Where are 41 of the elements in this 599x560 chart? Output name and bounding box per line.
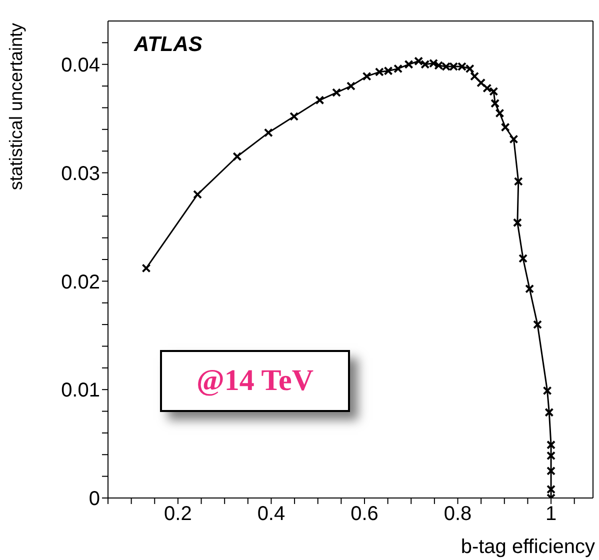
point (500, 122, 510, 132)
y-axis-title: statistical uncertainty (6, 23, 26, 190)
point (290, 112, 299, 121)
point (512, 218, 522, 228)
point (404, 60, 414, 69)
point (518, 254, 528, 263)
annotation: @14 TeV (160, 350, 350, 412)
y-tick-label: 0.01 (61, 380, 100, 402)
point (546, 451, 556, 460)
point (546, 440, 556, 450)
x-tick-label: 0.6 (350, 503, 378, 526)
point (332, 88, 342, 98)
point (509, 134, 518, 144)
point (490, 98, 500, 108)
point (525, 284, 534, 294)
point (346, 82, 356, 91)
y-tick-label: 0 (88, 488, 100, 510)
point (470, 72, 480, 81)
point (232, 152, 242, 162)
point (542, 386, 552, 396)
point (495, 108, 504, 118)
y-tick-label: 0.04 (61, 54, 100, 76)
point (193, 190, 202, 199)
point (362, 72, 372, 81)
point (476, 78, 486, 88)
point (544, 408, 554, 417)
x-tick-label: 0.8 (444, 503, 472, 526)
x-tick-label: 0.2 (164, 503, 192, 526)
x-tick-label: 0.4 (257, 503, 286, 526)
x-tick-label: 1 (545, 503, 557, 526)
x-axis-title: b-tag efficiency (460, 536, 595, 558)
point (533, 320, 542, 330)
y-tick-label: 0.03 (61, 162, 100, 185)
point (546, 484, 556, 494)
point (264, 128, 273, 138)
point (546, 466, 556, 476)
y-tick-label: 0.02 (61, 271, 100, 294)
point (514, 176, 523, 186)
point (142, 264, 151, 273)
annotation: ATLAS (134, 33, 202, 57)
point (315, 96, 324, 105)
